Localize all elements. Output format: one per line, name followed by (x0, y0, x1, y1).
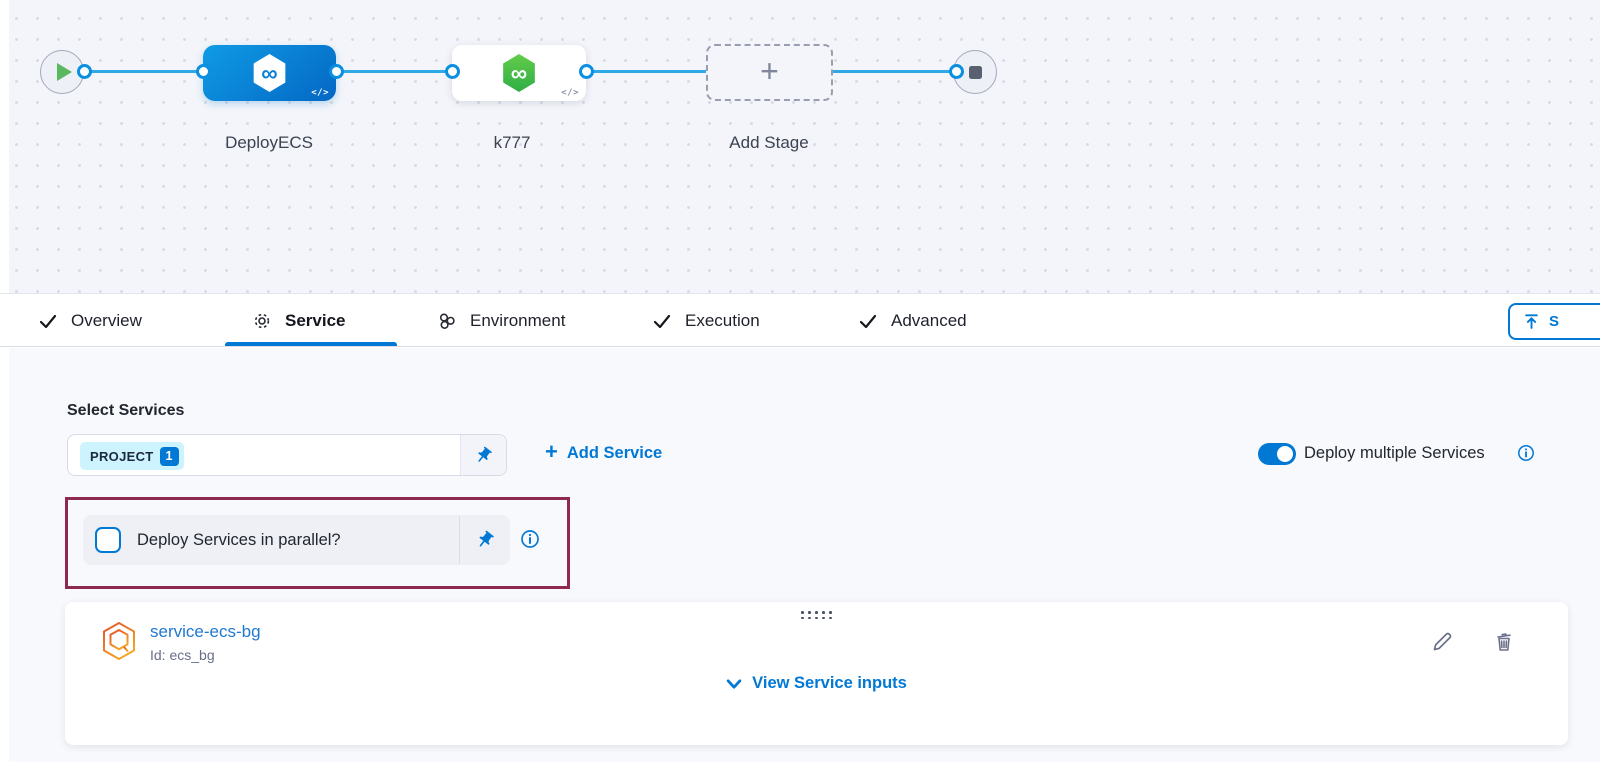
pipeline-start-node (40, 50, 84, 94)
view-service-inputs-button[interactable]: View Service inputs (65, 674, 1568, 693)
service-tab-content: Select Services PROJECT 1 + Add Service … (0, 348, 1600, 762)
plus-icon: + (545, 439, 558, 464)
tab-overview[interactable]: Overview (38, 294, 142, 347)
delete-service-button[interactable] (1490, 628, 1518, 656)
tab-label: Advanced (891, 310, 967, 330)
chevron-down-icon (726, 678, 742, 689)
tab-label: Service (285, 310, 346, 330)
deploy-parallel-checkbox[interactable] (95, 527, 121, 553)
add-service-label: Add Service (566, 443, 663, 462)
tab-execution[interactable]: Execution (652, 294, 760, 347)
connector-port (196, 64, 211, 79)
connector-port (445, 64, 460, 79)
code-view-icon: </> (561, 88, 579, 98)
check-icon (39, 314, 57, 328)
tab-environment[interactable]: Environment (437, 294, 565, 347)
plus-icon: + (760, 53, 779, 89)
drag-handle[interactable] (65, 611, 1568, 620)
tab-service[interactable]: Service (252, 294, 346, 347)
service-name-link[interactable]: service-ecs-bg (150, 622, 261, 641)
pin-icon (478, 446, 492, 462)
play-icon (57, 63, 72, 81)
check-icon (859, 314, 877, 328)
add-stage-label: Add Stage (729, 133, 809, 152)
view-service-inputs-label: View Service inputs (752, 674, 907, 692)
connector-port (579, 64, 594, 79)
selected-services-chip[interactable]: PROJECT 1 (80, 442, 184, 470)
connector-port (949, 64, 964, 79)
code-view-icon: </> (311, 88, 329, 98)
deploy-parallel-row: Deploy Services in parallel? (83, 515, 510, 565)
deploy-parallel-info-icon[interactable] (520, 529, 540, 554)
tab-label: Execution (685, 310, 760, 330)
add-stage-button[interactable]: + (706, 44, 833, 101)
gear-icon (254, 313, 270, 328)
stage-node-deployecs[interactable]: ∞ </> (203, 45, 336, 101)
tab-label: Environment (470, 310, 566, 330)
stage-node-k777[interactable]: ∞ </> (452, 45, 586, 101)
chip-count-badge: 1 (159, 446, 179, 466)
stage-tabs-bar: Overview Service Environment (0, 293, 1600, 347)
pipeline-canvas[interactable]: ∞ </> ∞ </> + DeployECS k777 Add Stage (0, 0, 1600, 293)
stage-label-k777: k777 (493, 133, 531, 152)
active-tab-underline (225, 342, 397, 346)
deploy-multiple-services-toggle[interactable] (1258, 443, 1296, 465)
tab-advanced[interactable]: Advanced (858, 294, 967, 347)
pin-input-type-button[interactable] (460, 435, 506, 475)
connector-port (77, 64, 92, 79)
service-hexagon-icon (100, 621, 138, 666)
left-edge-strip (0, 0, 9, 293)
save-button-label: S (1549, 313, 1560, 330)
select-services-input[interactable]: PROJECT 1 (67, 434, 507, 476)
parallel-option-highlight: Deploy Services in parallel? (65, 497, 570, 589)
edit-service-button[interactable] (1428, 628, 1456, 656)
add-service-button[interactable]: + Add Service (545, 439, 663, 464)
trash-icon (1497, 633, 1511, 651)
publish-icon (1525, 314, 1538, 329)
select-services-label: Select Services (67, 402, 185, 419)
pencil-icon (1433, 632, 1452, 651)
pin-icon (479, 530, 494, 547)
deploy-parallel-label: Deploy Services in parallel? (137, 530, 341, 549)
harness-logo-icon: ∞ (253, 54, 286, 92)
stage-label-deployecs: DeployECS (225, 133, 313, 152)
chip-label: PROJECT (90, 448, 154, 464)
service-card: service-ecs-bg Id: ecs_bg (65, 602, 1568, 745)
pin-input-type-button[interactable] (460, 515, 510, 565)
service-id-label: Id: ecs_bg (150, 647, 215, 663)
deploy-multiple-info-icon[interactable] (1517, 444, 1535, 467)
divider (458, 516, 460, 564)
toggle-knob (1277, 446, 1293, 462)
environment-icon (439, 312, 455, 329)
stop-icon (968, 65, 982, 79)
save-button[interactable]: S (1508, 303, 1600, 340)
check-icon (653, 314, 671, 328)
deploy-multiple-services-label: Deploy multiple Services (1304, 444, 1485, 462)
harness-logo-icon: ∞ (503, 54, 535, 92)
tab-label: Overview (71, 310, 142, 330)
connector-port (329, 64, 344, 79)
